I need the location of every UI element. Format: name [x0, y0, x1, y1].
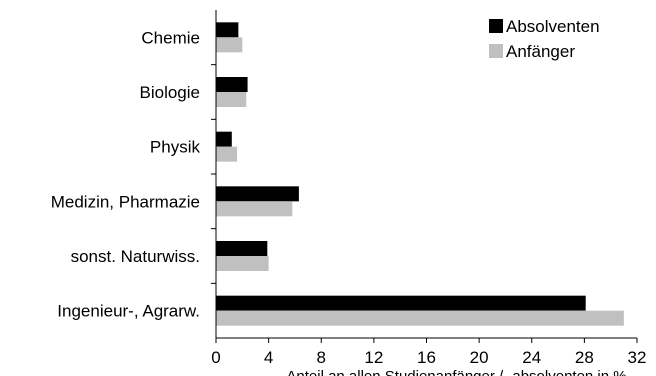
category-label-medizin-pharmazie: Medizin, Pharmazie — [51, 192, 200, 211]
legend-label-absolventen: Absolventen — [506, 17, 600, 36]
bar-anf-nger-sonst-naturwiss — [216, 256, 269, 271]
bar-absolventen-biologie — [216, 77, 248, 92]
bar-anf-nger-medizin-pharmazie — [216, 201, 293, 217]
bar-anf-nger-biologie — [216, 92, 247, 107]
category-label-physik: Physik — [150, 138, 201, 157]
x-tick-label-16: 16 — [417, 348, 436, 367]
x-tick-label-28: 28 — [575, 348, 594, 367]
legend-swatch-absolventen — [489, 19, 503, 33]
bar-anf-nger-ingenieur-agrarw — [216, 310, 624, 326]
bar-absolventen-medizin-pharmazie — [216, 186, 299, 202]
x-axis-label: Anteil an allen Studienanfänger / -absol… — [286, 368, 626, 376]
bar-absolventen-physik — [216, 131, 232, 147]
x-tick-label-8: 8 — [317, 348, 326, 367]
x-tick-label-0: 0 — [211, 348, 220, 367]
x-tick-label-20: 20 — [470, 348, 489, 367]
bar-absolventen-chemie — [216, 22, 239, 38]
x-tick-label-4: 4 — [264, 348, 273, 367]
category-label-biologie: Biologie — [140, 83, 201, 102]
bar-absolventen-sonst-naturwiss — [216, 241, 268, 256]
category-label-ingenieur-agrarw: Ingenieur-, Agrarw. — [57, 302, 200, 321]
x-tick-label-32: 32 — [628, 348, 647, 367]
bar-absolventen-ingenieur-agrarw — [216, 295, 586, 311]
bar-anf-nger-physik — [216, 146, 238, 162]
category-label-sonst-naturwiss: sonst. Naturwiss. — [71, 247, 200, 266]
bar-anf-nger-chemie — [216, 37, 243, 53]
legend-label-anfaenger: Anfänger — [506, 42, 575, 61]
x-tick-label-24: 24 — [522, 348, 541, 367]
legend: Absolventen Anfänger — [489, 17, 600, 61]
x-tick-labels: 0 4 8 12 16 20 24 28 32 — [211, 338, 646, 367]
category-labels: Chemie Biologie Physik Medizin, Pharmazie so… — [51, 28, 201, 320]
legend-swatch-anfaenger — [489, 44, 503, 58]
category-label-chemie: Chemie — [141, 28, 200, 47]
bars-layer — [211, 22, 624, 326]
x-tick-label-12: 12 — [364, 348, 383, 367]
